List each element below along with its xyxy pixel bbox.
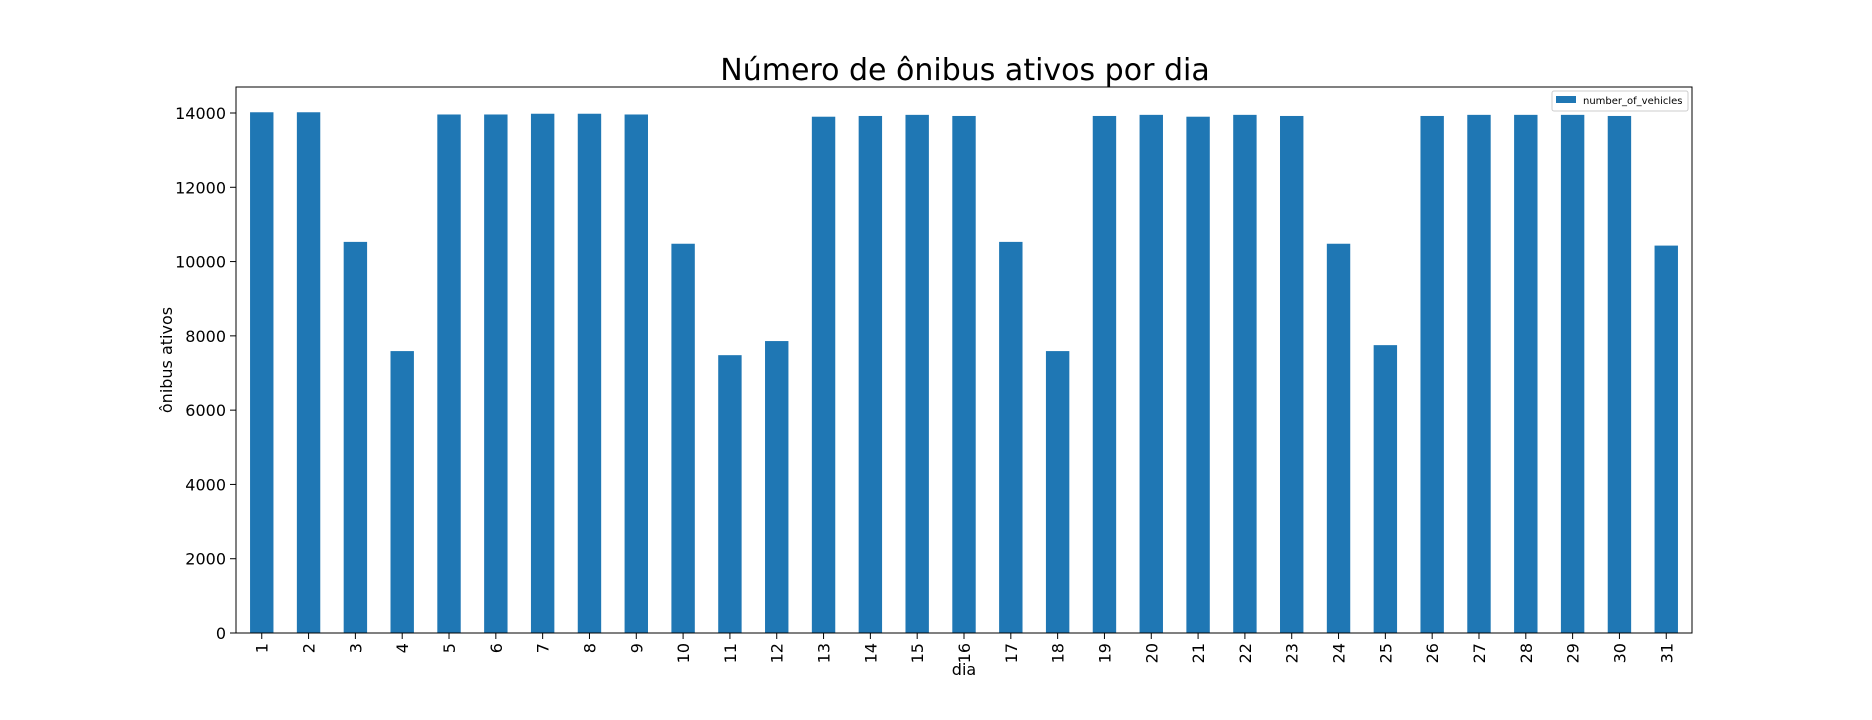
- x-tick-label: 5: [440, 643, 459, 653]
- x-tick-label: 22: [1236, 643, 1255, 663]
- bar-dia-28: [1514, 114, 1538, 634]
- plot-frame: [235, 86, 1693, 634]
- x-tick-label: 12: [768, 643, 787, 663]
- x-tick-label: 15: [908, 643, 927, 663]
- y-tick-label: 14000: [175, 104, 226, 123]
- bar-dia-19: [1092, 115, 1117, 634]
- x-tick-label: 13: [815, 643, 834, 663]
- bar-dia-6: [484, 114, 508, 634]
- bars-group: [250, 112, 1678, 634]
- legend-label: number_of_vehicles: [1583, 96, 1683, 107]
- x-tick-label: 8: [580, 643, 599, 653]
- x-tick-label: 2: [300, 643, 319, 653]
- bar-dia-3: [343, 241, 368, 633]
- x-tick-label: 19: [1095, 643, 1114, 663]
- bar-dia-10: [671, 243, 695, 634]
- bar-dia-9: [624, 114, 648, 634]
- bar-dia-17: [999, 241, 1023, 633]
- y-tick-label: 2000: [185, 550, 226, 569]
- bar-dia-29: [1560, 114, 1585, 634]
- x-tick-label: 3: [346, 643, 365, 653]
- y-tick-label: 10000: [175, 253, 226, 272]
- x-tick-label: 31: [1657, 643, 1676, 663]
- y-tick-label: 12000: [175, 178, 226, 197]
- y-axis-label: ônibus ativos: [157, 307, 176, 413]
- x-tick-label: 1: [253, 643, 272, 653]
- x-tick-label: 9: [627, 643, 646, 653]
- x-tick-label: 21: [1189, 643, 1208, 663]
- bar-dia-2: [296, 112, 321, 633]
- x-axis-label: dia: [952, 660, 976, 679]
- x-tick-label: 10: [674, 643, 693, 663]
- bar-dia-22: [1233, 114, 1257, 634]
- bar-dia-27: [1467, 114, 1491, 634]
- bar-dia-20: [1139, 114, 1163, 634]
- y-tick-label: 4000: [185, 475, 226, 494]
- bar-dia-8: [577, 113, 602, 634]
- x-axis-ticks: 1 2 3 4 5 6 7 8 9 10 11 12 13 14 15 16 17 18 19 20 21 22 23 24 2…: [253, 633, 1676, 663]
- bar-dia-12: [765, 341, 789, 633]
- y-tick-label: 8000: [185, 327, 226, 346]
- x-tick-label: 29: [1564, 643, 1583, 663]
- x-tick-label: 30: [1610, 643, 1629, 663]
- bar-dia-23: [1280, 115, 1304, 634]
- bar-dia-5: [437, 114, 461, 634]
- bar-dia-4: [390, 351, 414, 633]
- x-tick-label: 28: [1517, 643, 1536, 663]
- x-tick-label: 7: [534, 643, 553, 653]
- bar-dia-7: [530, 113, 555, 634]
- bar-dia-25: [1373, 345, 1398, 633]
- bar-dia-24: [1326, 243, 1351, 634]
- x-tick-label: 6: [487, 643, 506, 653]
- chart-title: Número de ônibus ativos por dia: [720, 53, 1209, 88]
- x-tick-label: 17: [1002, 643, 1021, 663]
- bar-dia-15: [905, 114, 929, 634]
- legend-swatch: [1556, 96, 1576, 103]
- bar-dia-26: [1420, 115, 1444, 634]
- x-tick-label: 27: [1470, 643, 1489, 663]
- x-tick-label: 16: [955, 643, 974, 663]
- x-tick-label: 4: [393, 643, 412, 653]
- y-tick-label: 6000: [185, 401, 226, 420]
- bar-dia-16: [952, 115, 976, 634]
- x-tick-label: 20: [1142, 643, 1161, 663]
- y-tick-label: 0: [216, 624, 226, 643]
- x-tick-label: 23: [1283, 643, 1302, 663]
- x-tick-label: 24: [1330, 643, 1349, 663]
- bar-dia-18: [1045, 351, 1070, 633]
- x-tick-label: 26: [1423, 643, 1442, 663]
- x-tick-label: 18: [1049, 643, 1068, 663]
- bar-dia-31: [1654, 245, 1678, 633]
- legend-box: [1551, 90, 1689, 112]
- bar-dia-14: [858, 115, 883, 634]
- bar-dia-13: [811, 116, 836, 633]
- bar-dia-1: [250, 112, 274, 633]
- legend: number_of_vehicles: [1551, 90, 1689, 112]
- bar-dia-11: [718, 355, 742, 633]
- x-tick-label: 25: [1376, 643, 1395, 663]
- bar-dia-30: [1607, 115, 1632, 634]
- bar-dia-21: [1186, 116, 1210, 633]
- x-tick-label: 11: [721, 643, 740, 663]
- y-axis-ticks: 0 2000 4000 6000 8000 10000 12000 14000: [175, 104, 236, 643]
- x-tick-label: 14: [861, 643, 880, 663]
